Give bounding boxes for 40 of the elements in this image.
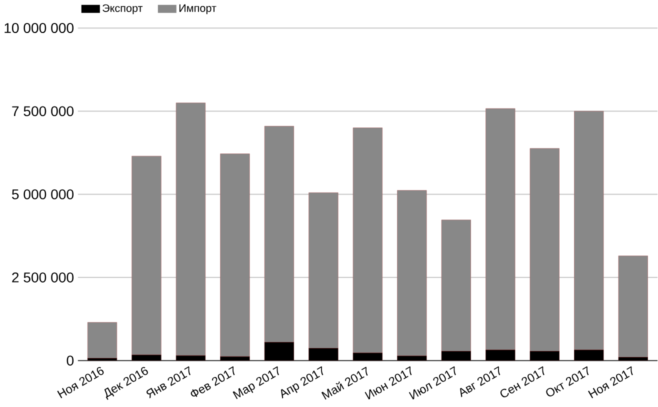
x-tick-label: Окт 2017 [546,366,589,397]
y-tick-label: 7 500 000 [12,106,74,116]
bar [574,111,604,350]
bar [530,351,560,361]
bar [574,350,604,361]
bar [132,354,162,361]
x-tick-label: Ноя 2016 [57,367,104,398]
x-tick-label: Авг 2017 [460,366,500,398]
legend-label: Импорт [179,4,216,14]
y-tick-label: 10 000 000 [4,23,74,34]
bar [618,357,648,361]
y-tick-label: 2 500 000 [12,272,74,283]
bar [220,356,250,361]
bar [618,256,648,358]
bar [132,156,162,356]
bar [441,220,471,352]
x-tick-label: Дек 2016 [104,367,148,400]
x-tick-label: Сен 2017 [500,366,544,398]
bar [352,352,382,361]
bar [530,148,560,352]
legend-label: Экспорт [102,4,143,14]
bar [176,356,206,361]
bar [486,108,516,350]
bar [87,358,118,361]
bar [87,322,118,359]
bar [264,126,294,343]
bar [176,102,206,356]
bar [486,350,516,361]
bar [308,348,338,361]
y-tick-label: 5 000 000 [12,189,74,200]
bar [220,154,250,357]
y-tick-label: 0 [66,356,74,366]
x-tick-label: Янв 2017 [146,366,191,399]
bar [397,356,427,361]
bar [441,351,471,361]
bar [264,342,294,361]
bar [352,128,382,354]
bar [308,192,338,349]
x-tick-label: Ноя 2017 [588,366,633,398]
bar [397,190,427,356]
